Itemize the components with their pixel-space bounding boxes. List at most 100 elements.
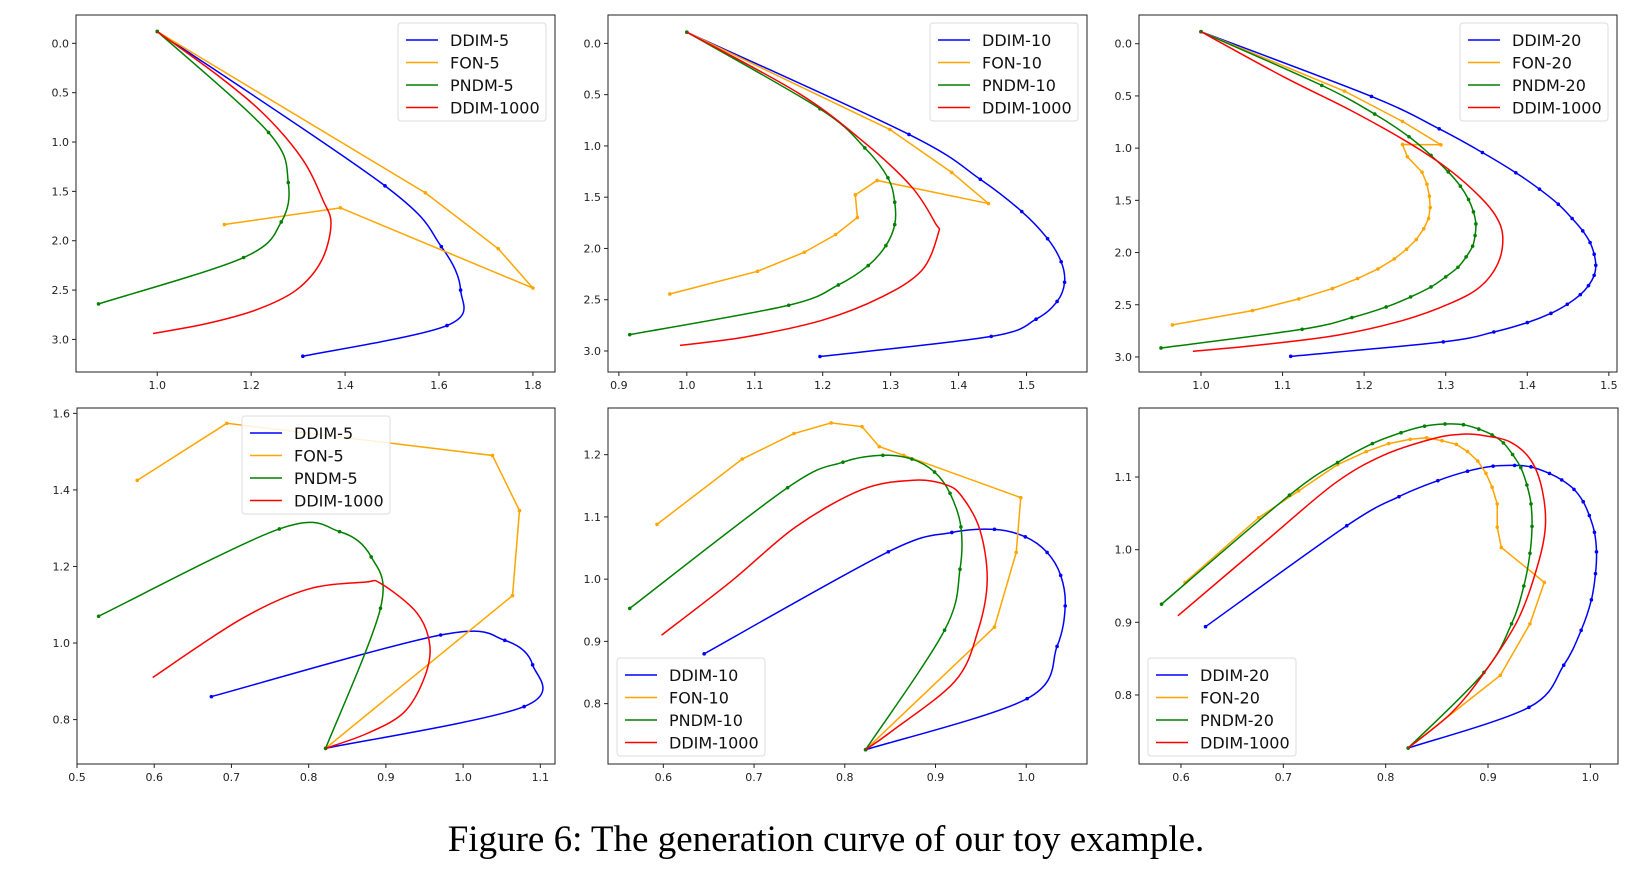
data-point-FON-20 bbox=[1484, 471, 1488, 476]
data-point-DDIM-20 bbox=[1529, 465, 1533, 469]
axes-frame bbox=[607, 14, 1088, 373]
legend-label: DDIM-10 bbox=[982, 31, 1051, 50]
series-line-PNDM-5 bbox=[98, 521, 384, 749]
data-point-PNDM-10 bbox=[942, 628, 947, 632]
x-tick-label: 1.0 bbox=[1192, 379, 1210, 392]
x-tick-label: 1.0 bbox=[1017, 771, 1035, 784]
data-point-DDIM-20 bbox=[1580, 229, 1585, 233]
y-tick-label: 0.8 bbox=[1115, 689, 1133, 702]
data-point-DDIM-20 bbox=[1581, 499, 1585, 504]
data-point-DDIM-5 bbox=[209, 694, 214, 699]
x-tick-label: 0.6 bbox=[145, 771, 163, 784]
series-line-DDIM-1000 bbox=[152, 30, 332, 335]
data-point-PNDM-20 bbox=[1490, 433, 1494, 437]
data-point-PNDM-20 bbox=[1518, 465, 1523, 470]
data-point-FON-20 bbox=[1421, 227, 1426, 231]
legend-label: FON-10 bbox=[982, 54, 1042, 73]
legend-label: PNDM-20 bbox=[1512, 76, 1586, 95]
data-point-FON-20 bbox=[1376, 267, 1380, 271]
legend-box bbox=[616, 657, 766, 757]
data-point-FON-5 bbox=[496, 246, 500, 251]
data-point-DDIM-20 bbox=[1586, 283, 1591, 288]
data-point-FON-10 bbox=[855, 215, 860, 220]
data-point-PNDM-20 bbox=[1464, 255, 1468, 259]
y-tick-label: 1.1 bbox=[1115, 471, 1133, 484]
data-point-FON-20 bbox=[1498, 673, 1503, 678]
x-tick-label: 1.0 bbox=[454, 771, 472, 784]
legend: DDIM-10 FON-10 PNDM-10 DDIM-1000 bbox=[616, 657, 766, 757]
x-tick-label: 0.9 bbox=[377, 771, 395, 784]
data-point-FON-10 bbox=[755, 269, 760, 274]
data-point-DDIM-10 bbox=[1058, 573, 1063, 578]
data-point-FON-10 bbox=[860, 424, 864, 429]
x-tick-label: 1.0 bbox=[1582, 771, 1600, 784]
y-tick-label: 0.9 bbox=[584, 635, 602, 648]
y-tick-label: 1.4 bbox=[53, 484, 71, 497]
series-line-DDIM-5 bbox=[211, 630, 544, 750]
data-point-DDIM-20 bbox=[1572, 487, 1576, 492]
data-point-DDIM-20 bbox=[1592, 273, 1596, 278]
data-point-DDIM-20 bbox=[1570, 216, 1574, 221]
data-point-FON-10 bbox=[888, 127, 892, 132]
data-point-PNDM-10 bbox=[836, 283, 841, 287]
data-point-FON-10 bbox=[829, 421, 833, 425]
y-tick-label: 0.8 bbox=[584, 698, 602, 711]
data-point-FON-20 bbox=[1355, 276, 1360, 281]
legend-label: DDIM-1000 bbox=[450, 99, 540, 118]
data-point-PNDM-10 bbox=[884, 243, 888, 248]
data-point-DDIM-10 bbox=[1059, 259, 1063, 264]
data-point-DDIM-10 bbox=[1055, 644, 1059, 649]
data-point-FON-20 bbox=[1408, 437, 1413, 442]
data-point-FON-20 bbox=[1427, 194, 1432, 198]
data-point-FON-10 bbox=[1014, 550, 1019, 555]
legend-label: PNDM-5 bbox=[450, 76, 514, 95]
legend-label: DDIM-20 bbox=[1512, 31, 1581, 50]
data-point-DDIM-10 bbox=[978, 177, 983, 182]
data-point-PNDM-10 bbox=[785, 485, 790, 490]
data-point-PNDM-10 bbox=[959, 525, 963, 529]
data-point-DDIM-20 bbox=[1556, 202, 1561, 206]
y-tick-label: 0.5 bbox=[1115, 90, 1133, 103]
legend: DDIM-20 FON-20 PNDM-20 DDIM-1000 bbox=[1147, 657, 1297, 757]
x-tick-label: 0.8 bbox=[836, 771, 854, 784]
data-point-DDIM-20 bbox=[1588, 240, 1592, 245]
data-point-FON-20 bbox=[1426, 216, 1431, 221]
x-tick-label: 1.0 bbox=[678, 379, 696, 392]
data-point-FON-10 bbox=[740, 457, 745, 461]
data-point-DDIM-5 bbox=[503, 638, 507, 643]
data-point-FON-5 bbox=[135, 478, 140, 483]
x-tick-label: 0.7 bbox=[1275, 771, 1293, 784]
axes-frame bbox=[1138, 407, 1619, 765]
data-point-DDIM-10 bbox=[1062, 280, 1067, 285]
legend-label: DDIM-20 bbox=[1200, 666, 1269, 685]
axes-frame bbox=[607, 407, 1088, 765]
x-tick-label: 0.9 bbox=[610, 379, 628, 392]
data-point-PNDM-20 bbox=[1370, 441, 1375, 446]
data-point-FON-10 bbox=[1018, 495, 1023, 500]
data-point-PNDM-10 bbox=[786, 303, 791, 308]
data-point-DDIM-5 bbox=[383, 184, 387, 188]
legend: DDIM-10 FON-10 PNDM-10 DDIM-1000 bbox=[929, 22, 1079, 122]
data-point-PNDM-20 bbox=[1461, 422, 1466, 427]
legend-label: DDIM-1000 bbox=[669, 734, 759, 753]
axes-frame bbox=[1138, 14, 1618, 373]
data-point-PNDM-5 bbox=[96, 614, 101, 619]
data-point-PNDM-20 bbox=[1287, 493, 1292, 497]
data-point-PNDM-20 bbox=[1522, 584, 1526, 588]
data-point-DDIM-20 bbox=[1369, 94, 1374, 99]
data-point-DDIM-20 bbox=[1527, 705, 1531, 710]
data-point-DDIM-20 bbox=[1589, 598, 1594, 602]
legend-label: FON-5 bbox=[294, 447, 344, 466]
data-point-DDIM-20 bbox=[1397, 494, 1401, 499]
data-point-FON-20 bbox=[1342, 89, 1347, 93]
series-line-DDIM-10 bbox=[686, 31, 1066, 358]
x-tick-label: 1.1 bbox=[532, 771, 550, 784]
data-point-PNDM-20 bbox=[1159, 602, 1164, 606]
data-point-FON-5 bbox=[517, 508, 522, 513]
x-tick-label: 1.6 bbox=[430, 379, 448, 392]
data-point-PNDM-20 bbox=[1477, 427, 1481, 431]
data-point-PNDM-10 bbox=[866, 263, 871, 268]
subplot-6: 0.6 0.7 0.8 0.9 1.0 0.8 0.9 1.0 1.1 DDIM-20 FON-20… bbox=[1115, 407, 1619, 784]
data-point-DDIM-20 bbox=[1492, 330, 1496, 334]
